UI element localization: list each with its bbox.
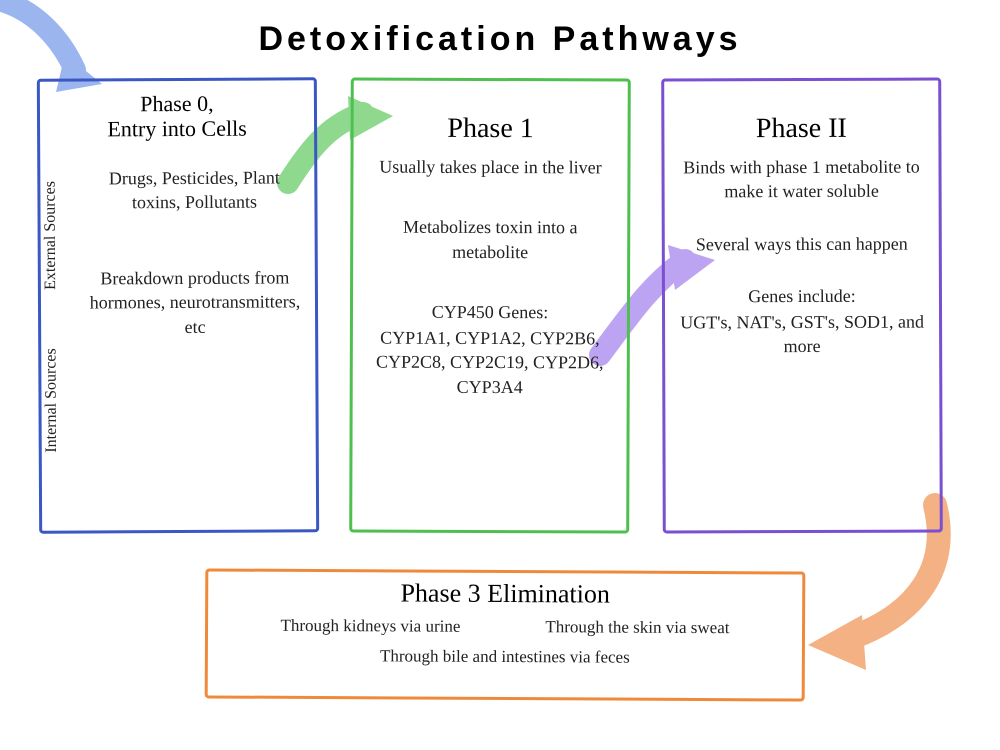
phase2-genes-header: Genes include: [665, 283, 939, 308]
phase0-box: Phase 0, Entry into Cells External Sourc… [37, 77, 319, 533]
phase0-title-line1: Phase 0, [140, 91, 213, 116]
internal-sources-label: Internal Sources [42, 340, 60, 460]
phase1-title: Phase 1 [354, 113, 628, 146]
phase1-line2: Metabolizes toxin into a metabolite [353, 215, 627, 265]
phase2-genes: UGT's, NAT's, GST's, SOD1, and more [665, 310, 939, 360]
phase0-internal-text: Breakdown products from hormones, neurot… [41, 265, 315, 339]
elimination-item-1: Through the skin via sweat [545, 617, 729, 638]
phase2-line2: Several ways this can happen [665, 231, 939, 256]
elimination-box: Phase 3 Elimination Through kidneys via … [205, 568, 806, 701]
phase1-box: Phase 1 Usually takes place in the liver… [349, 78, 631, 534]
elimination-row-1: Through kidneys via urine Through the sk… [208, 615, 802, 638]
elimination-row-2: Through bile and intestines via feces [208, 645, 802, 668]
external-sources-label: External Sources [42, 175, 60, 295]
elimination-title: Phase 3 Elimination [208, 577, 802, 610]
elimination-item-2: Through bile and intestines via feces [380, 646, 630, 667]
phase1-genes-header: CYP450 Genes: [353, 299, 627, 324]
phase2-box: Phase II Binds with phase 1 metabolite t… [661, 78, 943, 534]
phase2-title: Phase II [664, 113, 938, 146]
phase1-genes: CYP1A1, CYP1A2, CYP2B6, CYP2C8, CYP2C19,… [353, 326, 627, 400]
page-title: Detoxification Pathways [0, 20, 1000, 59]
phase2-line1: Binds with phase 1 metabolite to make it… [664, 155, 938, 205]
elimination-item-0: Through kidneys via urine [280, 616, 460, 637]
phase0-external-text: Drugs, Pesticides, Plant toxins, Polluta… [40, 165, 314, 215]
phase1-line1: Usually takes place in the liver [353, 155, 627, 180]
phase0-title: Phase 0, Entry into Cells [40, 90, 314, 142]
phase0-title-line2: Entry into Cells [107, 116, 246, 142]
